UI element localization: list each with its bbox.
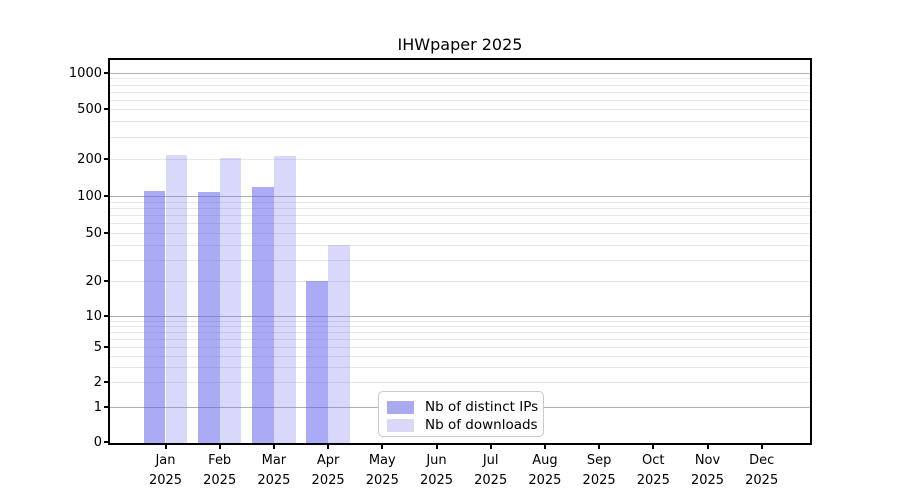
- legend-entry-distinct-ips: Nb of distinct IPs: [387, 398, 539, 416]
- y-tick-label-100: 100: [77, 188, 102, 204]
- x-tick-mark-oct: [652, 444, 655, 449]
- x-tick-label-apr: Apr 2025: [311, 453, 345, 488]
- x-tick-label-oct: Oct 2025: [636, 453, 670, 488]
- y-tick-mark-2: [104, 381, 109, 383]
- x-tick-mark-jun: [435, 444, 438, 449]
- minor-gridline-500: [110, 109, 810, 110]
- y-tick-label-1: 1: [93, 399, 102, 415]
- x-tick-label-sep: Sep 2025: [582, 453, 616, 488]
- legend-swatch-downloads: [387, 418, 414, 432]
- y-tick-label-50: 50: [85, 225, 102, 241]
- y-tick-mark-50: [104, 232, 109, 234]
- x-tick-mark-aug: [543, 444, 546, 449]
- y-tick-mark-200: [104, 158, 109, 160]
- x-tick-mark-sep: [598, 444, 601, 449]
- x-tick-label-dec: Dec 2025: [745, 453, 779, 488]
- y-tick-label-2: 2: [93, 374, 102, 390]
- minor-gridline-4: [110, 355, 810, 357]
- y-tick-label-0: 0: [93, 434, 102, 450]
- x-tick-mark-dec: [760, 444, 763, 449]
- major-gridline-1000: [110, 73, 810, 74]
- bar-distinct-ips-apr: [306, 281, 329, 443]
- y-tick-label-20: 20: [85, 273, 102, 289]
- minor-gridline-300: [110, 136, 810, 138]
- major-gridline-100: [110, 196, 810, 197]
- legend-entry-downloads: Nb of downloads: [387, 416, 538, 434]
- legend-label-distinct-ips: Nb of distinct IPs: [425, 399, 539, 415]
- y-tick-label-1000: 1000: [68, 65, 102, 81]
- legend: Nb of distinct IPs Nb of downloads: [378, 391, 544, 437]
- minor-gridline-200: [110, 159, 810, 160]
- minor-gridline-5: [110, 347, 810, 348]
- minor-gridline-50: [110, 233, 810, 234]
- minor-gridline-3: [110, 366, 810, 368]
- x-tick-mark-may: [381, 444, 384, 449]
- minor-gridline-30: [110, 259, 810, 261]
- bar-downloads-mar: [273, 156, 296, 443]
- legend-swatch-distinct-ips: [387, 400, 414, 414]
- minor-gridline-900: [110, 78, 810, 80]
- minor-gridline-60: [110, 223, 810, 225]
- bar-distinct-ips-mar: [252, 187, 274, 443]
- minor-gridline-400: [110, 121, 810, 123]
- minor-gridline-9: [110, 320, 810, 322]
- minor-gridline-6: [110, 338, 810, 340]
- minor-gridline-700: [110, 91, 810, 93]
- x-tick-mark-apr: [327, 444, 330, 449]
- y-tick-mark-10: [104, 315, 109, 317]
- x-tick-mark-feb: [218, 444, 221, 449]
- y-tick-mark-1: [104, 406, 109, 408]
- y-tick-mark-100: [104, 195, 109, 197]
- bar-distinct-ips-jan: [143, 190, 166, 443]
- minor-gridline-7: [110, 331, 810, 333]
- x-tick-label-jun: Jun 2025: [419, 453, 454, 488]
- x-tick-label-may: May 2025: [365, 453, 399, 488]
- y-tick-mark-20: [104, 280, 109, 282]
- minor-gridline-8: [110, 325, 810, 327]
- y-tick-label-10: 10: [85, 308, 102, 324]
- minor-gridline-600: [110, 99, 810, 101]
- x-tick-mark-nov: [706, 444, 709, 449]
- y-tick-label-200: 200: [77, 151, 102, 167]
- y-tick-label-5: 5: [93, 339, 102, 355]
- x-tick-label-jul: Jul 2025: [474, 453, 508, 488]
- bar-downloads-feb: [219, 157, 242, 443]
- legend-label-downloads: Nb of downloads: [425, 417, 538, 433]
- y-tick-label-500: 500: [77, 101, 102, 117]
- x-tick-label-jan: Jan 2025: [148, 453, 183, 488]
- minor-gridline-40: [110, 244, 810, 246]
- x-tick-label-aug: Aug 2025: [528, 453, 562, 488]
- minor-gridline-90: [110, 201, 810, 203]
- chart-title: IHWpaper 2025: [397, 35, 523, 54]
- major-gridline-10: [110, 316, 810, 317]
- bar-distinct-ips-feb: [198, 191, 220, 443]
- minor-gridline-70: [110, 215, 810, 217]
- plot-area: [110, 60, 810, 443]
- y-tick-mark-500: [104, 108, 109, 110]
- minor-gridline-800: [110, 84, 810, 86]
- x-tick-mark-mar: [272, 444, 275, 449]
- bar-downloads-jan: [165, 155, 188, 443]
- x-tick-mark-jan: [164, 444, 167, 449]
- x-tick-label-nov: Nov 2025: [690, 453, 725, 488]
- minor-gridline-2: [110, 382, 810, 383]
- bar-downloads-apr: [328, 244, 350, 443]
- x-tick-label-feb: Feb 2025: [203, 453, 237, 488]
- minor-gridline-20: [110, 281, 810, 282]
- minor-gridline-80: [110, 207, 810, 209]
- x-tick-label-mar: Mar 2025: [257, 453, 291, 488]
- y-tick-mark-5: [104, 346, 109, 348]
- y-tick-mark-1000: [104, 72, 109, 74]
- y-tick-mark-0: [104, 441, 109, 443]
- x-tick-mark-jul: [489, 444, 492, 449]
